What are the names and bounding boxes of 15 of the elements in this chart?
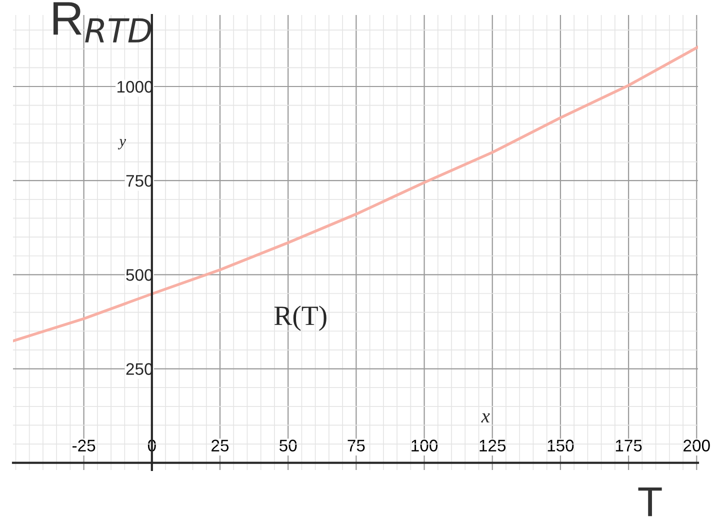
x-tick-label: 50 xyxy=(279,440,297,452)
x-tick-label: 200 xyxy=(684,440,710,452)
x-tick-label: 25 xyxy=(212,440,229,452)
x-tick-label: 125 xyxy=(480,440,506,452)
annotation: x xyxy=(481,413,490,422)
x-axis-title: T xyxy=(638,487,662,516)
series-label: R(T) xyxy=(274,306,326,331)
y-axis-title: R$_{RTD}$ xyxy=(54,2,152,42)
x-tick-label: 100 xyxy=(412,440,438,452)
line-series xyxy=(13,46,698,342)
annotation: y xyxy=(118,139,126,150)
x-tick-label: 175 xyxy=(616,440,642,452)
x-tick-label: 75 xyxy=(348,440,365,452)
x-tick-label: 150 xyxy=(548,440,574,452)
x-tick-label: -25 xyxy=(72,440,96,452)
